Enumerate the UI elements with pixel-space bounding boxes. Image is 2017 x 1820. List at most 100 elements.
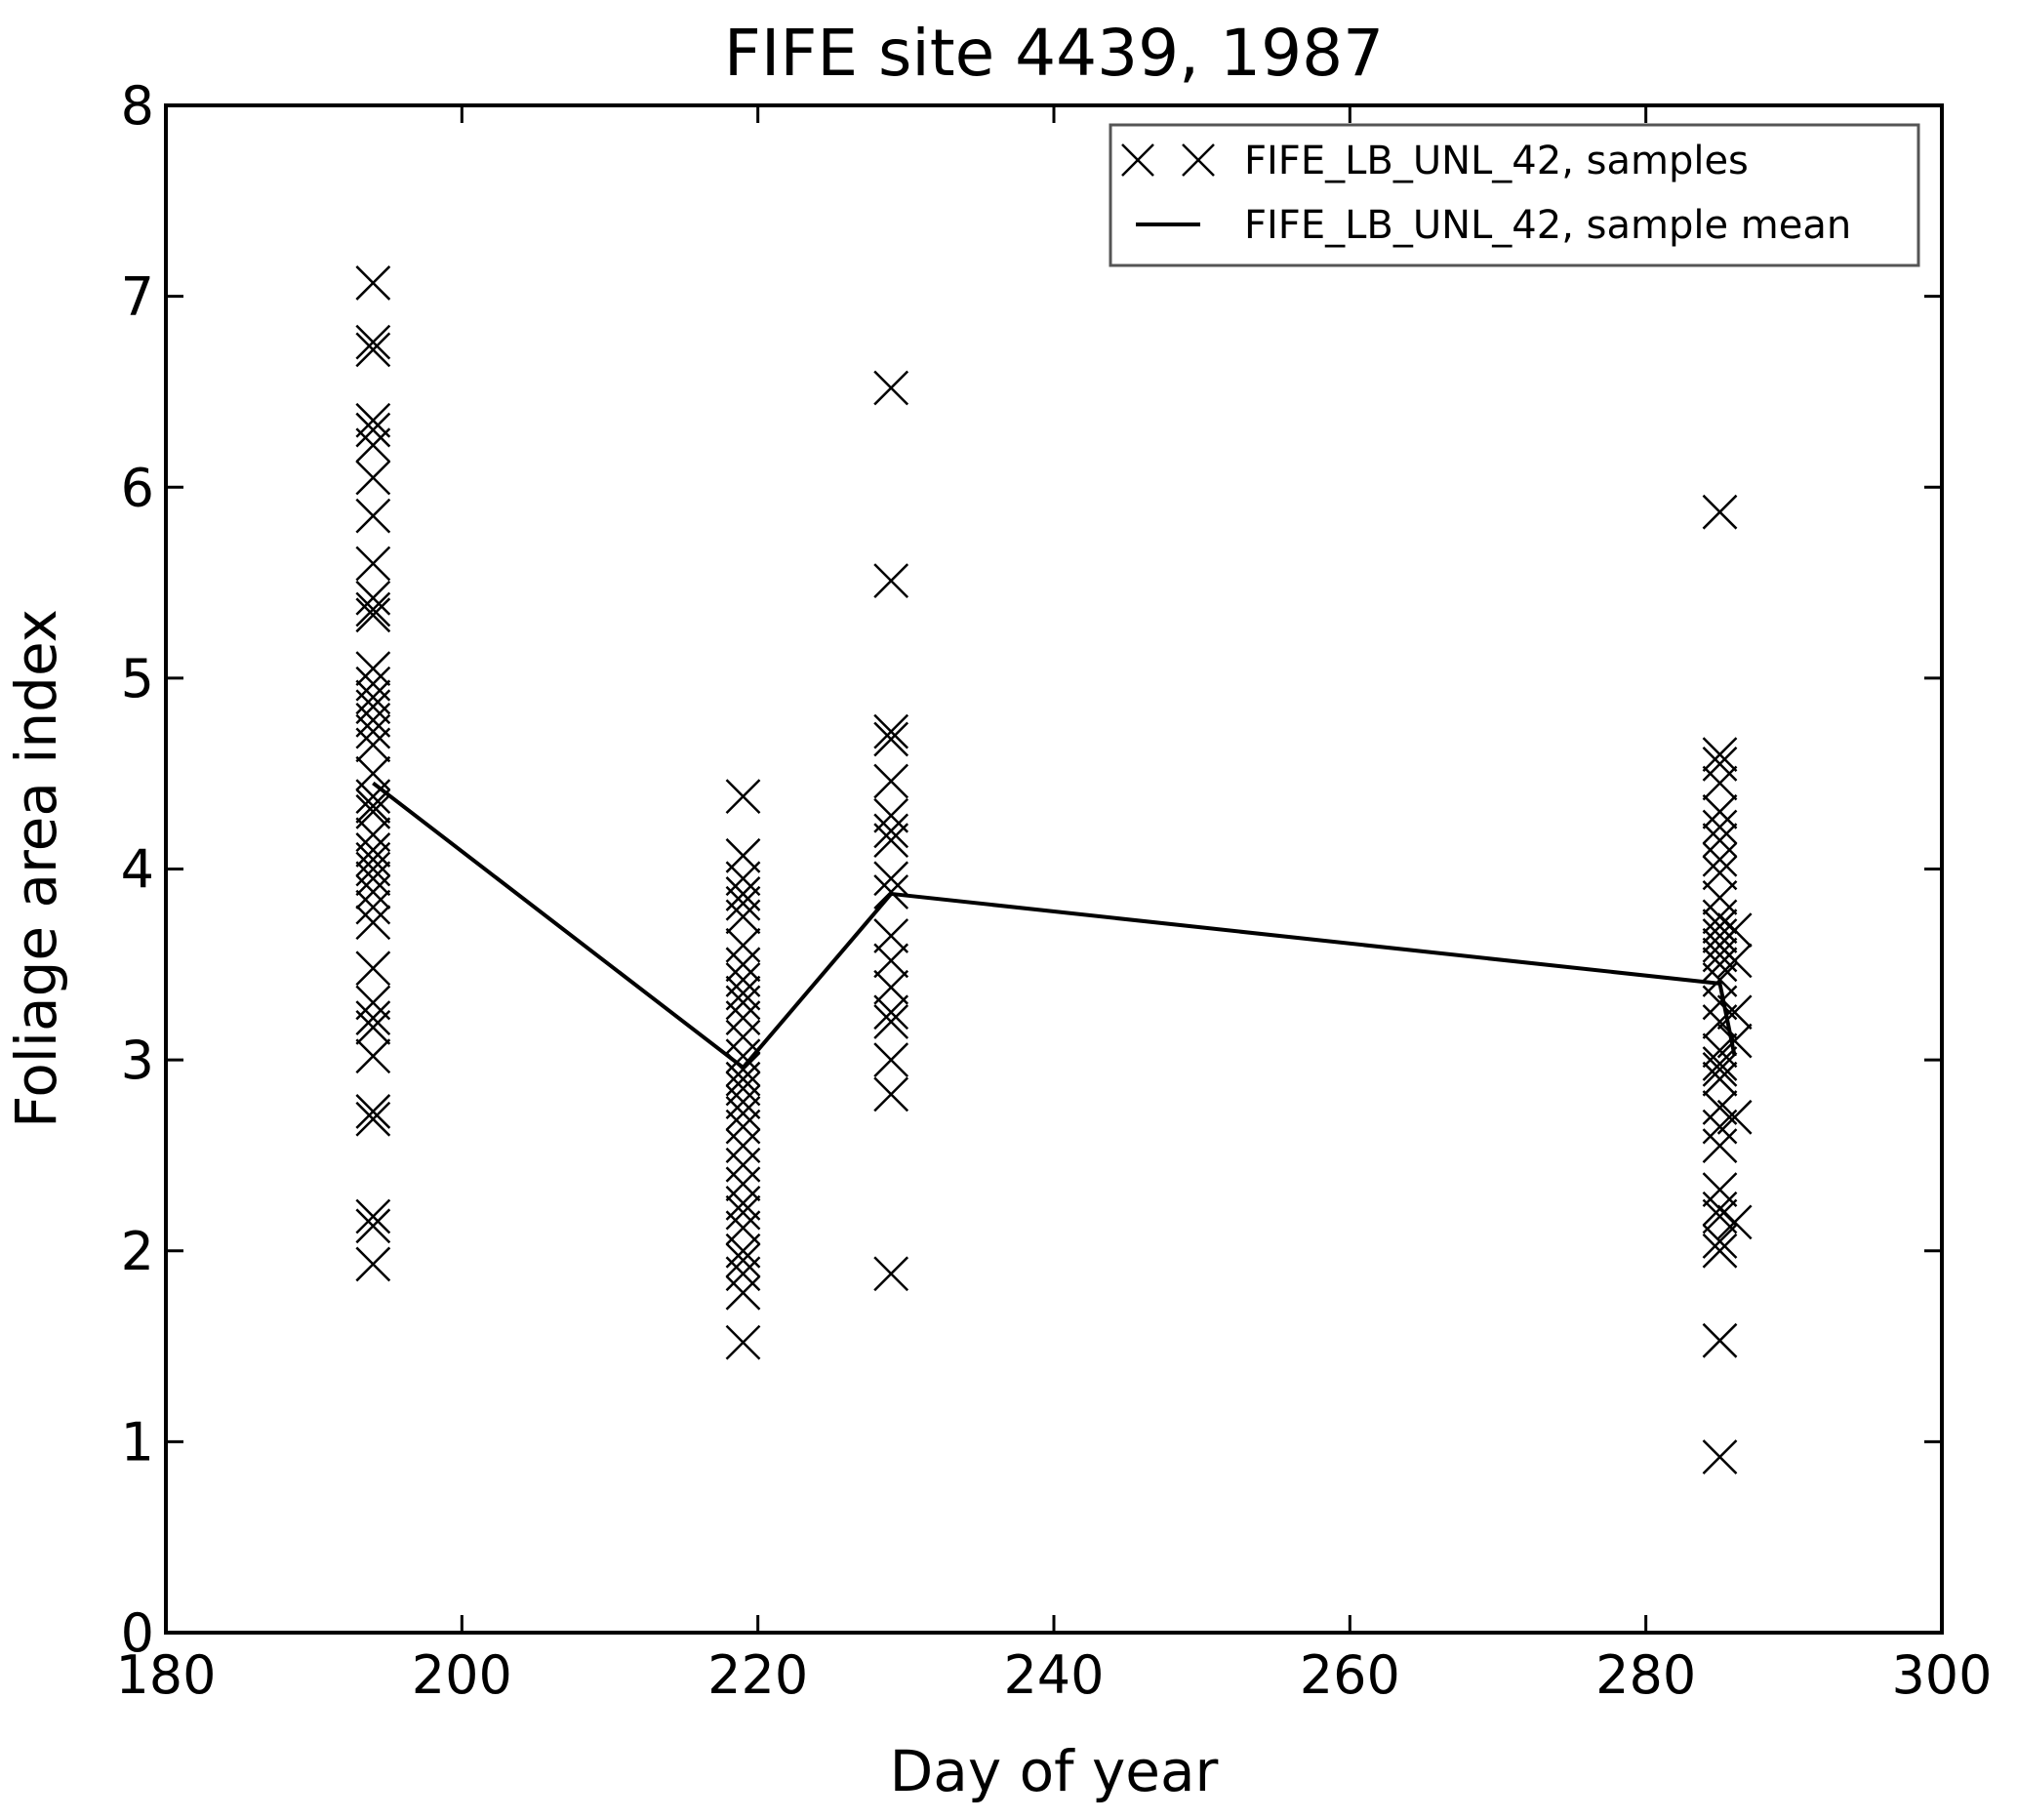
sample-point — [873, 994, 909, 1031]
y-axis-label: Foliage area index — [3, 609, 69, 1128]
y-tick-label: 5 — [121, 648, 154, 709]
sample-point — [1702, 809, 1738, 845]
sample-point — [873, 1042, 909, 1078]
sample-point — [355, 1038, 391, 1074]
sample-point — [873, 861, 909, 897]
legend: FIFE_LB_UNL_42, samples FIFE_LB_UNL_42, … — [1109, 123, 1920, 267]
sample-point — [355, 1246, 391, 1282]
sample-point — [725, 1242, 761, 1278]
x-tick-label: 280 — [1595, 1644, 1696, 1706]
sample-point — [355, 591, 391, 627]
sample-point — [1702, 1046, 1738, 1081]
sample-point — [1702, 1172, 1738, 1208]
y-tick-label: 1 — [121, 1411, 154, 1473]
sample-point — [725, 985, 761, 1021]
sample-point — [1702, 1224, 1738, 1259]
x-tick-label: 240 — [1003, 1644, 1104, 1706]
y-tick-label: 6 — [121, 457, 154, 518]
legend-samples-label: FIFE_LB_UNL_42, samples — [1244, 139, 1749, 183]
sample-point — [873, 1256, 909, 1292]
sample-point — [355, 498, 391, 534]
sample-point — [873, 1004, 909, 1039]
sample-point — [1716, 943, 1753, 979]
sample-point — [1702, 947, 1738, 983]
sample-point — [873, 721, 909, 757]
sample-point — [355, 1198, 391, 1234]
sample-point — [725, 1194, 761, 1231]
legend-samples-marker — [1121, 143, 1215, 177]
x-tick-label: 200 — [412, 1644, 512, 1706]
sample-point — [873, 943, 909, 979]
sample-point — [1702, 985, 1738, 1021]
sample-point — [725, 1274, 761, 1311]
y-tick-label: 2 — [121, 1221, 154, 1282]
sample-point — [725, 947, 761, 983]
sample-point — [355, 324, 391, 360]
mean-line — [372, 781, 1737, 1070]
sample-point — [355, 427, 391, 464]
sample-point — [725, 899, 761, 935]
sample-point — [355, 332, 391, 368]
y-tick-label: 8 — [121, 75, 154, 137]
y-tick-label: 0 — [121, 1602, 154, 1664]
sample-point — [873, 813, 909, 849]
sample-point — [1702, 793, 1738, 829]
sample-point — [355, 985, 391, 1021]
sample-point — [1702, 737, 1738, 773]
sample-point — [725, 1166, 761, 1202]
sample-point — [725, 1071, 761, 1107]
sample-point — [1702, 747, 1738, 782]
sample-point — [1702, 1128, 1738, 1164]
sample-point — [355, 817, 391, 853]
axis-ticks: 180 200 220 240 260 280 300 0 1 2 3 4 5 6 7 8 — [115, 75, 1992, 1706]
sample-point — [873, 563, 909, 598]
legend-mean-label: FIFE_LB_UNL_42, sample mean — [1244, 203, 1851, 248]
sample-point — [355, 905, 391, 941]
sample-point — [355, 402, 391, 438]
sample-point — [355, 779, 391, 815]
sample-point — [355, 874, 391, 910]
sample-point — [1702, 1061, 1738, 1097]
sample-point — [355, 412, 391, 448]
sample-point — [1702, 1322, 1738, 1358]
sample-point — [355, 1094, 391, 1129]
sample-point — [1702, 494, 1738, 530]
sample-point — [355, 597, 391, 633]
sample-point — [873, 969, 909, 1005]
sample-point — [1702, 765, 1738, 801]
y-tick-label: 4 — [121, 839, 154, 901]
sample-point — [725, 861, 761, 897]
sample-point — [725, 1019, 761, 1055]
sample-point — [725, 885, 761, 921]
plot-marks — [355, 265, 1753, 1475]
x-tick-label: 260 — [1300, 1644, 1400, 1706]
sample-point — [355, 889, 391, 925]
sample-point — [355, 1009, 391, 1045]
sample-point — [355, 1101, 391, 1137]
sample-point — [873, 713, 909, 749]
sample-point — [355, 265, 391, 301]
sample-point — [873, 370, 909, 406]
sample-point — [355, 546, 391, 582]
sample-point — [355, 950, 391, 987]
sample-point — [355, 727, 391, 763]
sample-point — [725, 927, 761, 963]
sample-point — [1702, 823, 1738, 859]
legend-box — [1109, 123, 1920, 267]
sample-point — [725, 1256, 761, 1292]
sample-point — [355, 689, 391, 725]
sample-point — [1702, 855, 1738, 891]
sample-point — [873, 823, 909, 859]
x-tick-label: 220 — [707, 1644, 808, 1706]
sample-point — [725, 1185, 761, 1221]
plot-frame — [164, 103, 1944, 1635]
sample-point — [1716, 1023, 1753, 1059]
sample-point — [725, 975, 761, 1011]
sample-point — [873, 797, 909, 833]
sample-point — [725, 1324, 761, 1360]
sample-point — [725, 1096, 761, 1131]
sample-point — [1716, 1099, 1753, 1135]
sample-point — [355, 580, 391, 616]
sample-point — [1702, 1439, 1738, 1475]
